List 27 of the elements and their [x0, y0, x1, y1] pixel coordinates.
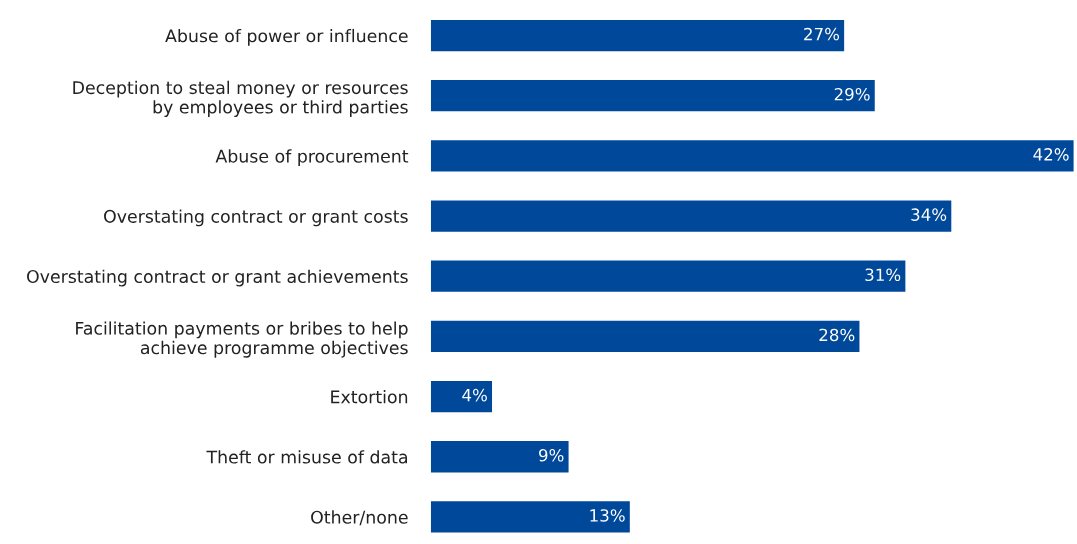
bar	[430, 80, 875, 112]
data-label: 34%	[911, 208, 947, 221]
y-tick-label: Facilitation payments or bribes to help achieve programme objectives	[76, 321, 408, 358]
data-label: 42%	[1033, 148, 1069, 161]
y-tick-label: Extortion	[331, 389, 408, 404]
y-tick-label: Overstating contract or grant costs	[104, 209, 408, 227]
data-label: 13%	[590, 509, 625, 522]
data-label: 28%	[819, 328, 855, 342]
data-label: 29%	[834, 87, 870, 101]
bar	[430, 200, 952, 232]
data-label: 27%	[804, 27, 840, 41]
bar	[430, 380, 493, 413]
bar	[430, 19, 845, 52]
data-label: 4%	[462, 388, 487, 402]
y-tick-label: Abuse of power or influence	[165, 28, 408, 46]
y-tick-label: Deception to steal money or resources by employees or third parties	[73, 80, 408, 117]
y-tick-label: Other/none	[311, 510, 408, 526]
bar	[430, 260, 906, 292]
bar	[430, 501, 630, 533]
y-tick-label: Overstating contract or grant achievements	[27, 269, 408, 287]
data-label: 31%	[865, 268, 901, 282]
bar	[430, 140, 1074, 172]
y-tick-label: Theft or misuse of data	[206, 450, 408, 464]
bar	[430, 320, 860, 353]
data-label: 9%	[539, 448, 564, 462]
bar	[430, 441, 569, 473]
y-tick-label: Abuse of procurement	[215, 149, 409, 167]
